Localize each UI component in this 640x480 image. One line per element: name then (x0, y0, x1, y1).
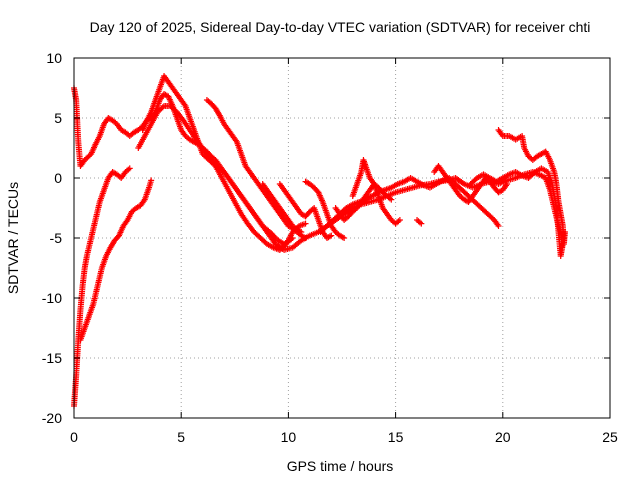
series-track-15 (495, 127, 568, 247)
y-tick-label: 5 (54, 110, 62, 126)
series-track-14 (431, 163, 511, 205)
y-tick-label: -5 (50, 230, 63, 246)
data-points (71, 73, 568, 409)
y-tick-label: -10 (42, 290, 62, 306)
x-axis-title: GPS time / hours (287, 458, 394, 474)
data-point (126, 165, 133, 172)
data-point (302, 235, 309, 241)
y-tick-label: -20 (42, 410, 62, 426)
data-point (298, 229, 305, 235)
x-tick-label: 10 (281, 429, 297, 445)
chart-title: Day 120 of 2025, Sidereal Day-to-day VTE… (90, 19, 591, 35)
x-tick-label: 5 (177, 429, 185, 445)
y-tick-label: -15 (42, 350, 62, 366)
data-point (148, 177, 155, 184)
data-point (418, 220, 425, 227)
data-point (159, 104, 166, 111)
x-tick-label: 15 (388, 429, 404, 445)
data-point (328, 232, 335, 239)
data-point (495, 223, 502, 229)
series-track-2 (77, 177, 155, 343)
x-tick-label: 0 (70, 429, 78, 445)
data-point (396, 217, 403, 223)
y-tick-label: 10 (46, 50, 62, 66)
data-point (302, 220, 309, 227)
series-track-13 (414, 217, 425, 227)
data-point (559, 241, 566, 247)
data-point (561, 229, 568, 235)
data-point (504, 181, 511, 187)
series-track-1 (71, 165, 133, 409)
y-axis-title: SDTVAR / TECUs (5, 182, 21, 294)
series-track-3 (71, 73, 566, 253)
x-tick-label: 20 (495, 429, 511, 445)
series-track-12 (317, 175, 502, 235)
series-track-8 (259, 181, 305, 235)
series-track-16 (467, 165, 566, 259)
data-point (388, 196, 395, 203)
data-point (341, 235, 348, 241)
y-tick-label: 0 (54, 170, 62, 186)
x-tick-label: 25 (602, 429, 618, 445)
axis-ticks: 0 5 10 15 20 25 -20 -15 -10 -5 0 5 10 (42, 50, 618, 445)
series-track-7 (276, 181, 335, 241)
